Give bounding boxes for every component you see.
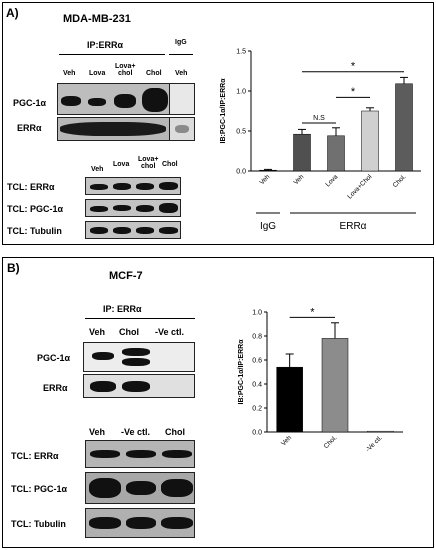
bar — [293, 133, 311, 172]
panel-a-label: A) — [6, 6, 19, 20]
y-tick-label: 1.0 — [236, 89, 246, 96]
bar — [361, 110, 379, 172]
tcl-erra-blot — [85, 177, 181, 195]
bar — [321, 338, 349, 433]
tcl-pgc1a-blot — [85, 472, 195, 504]
blot-row-label: PGC-1α — [13, 98, 47, 108]
ip-erra-blot — [57, 117, 171, 141]
y-tick-label: 0.6 — [252, 358, 262, 365]
y-tick-label: 0.2 — [252, 406, 262, 413]
tcl-tubulin-blot — [85, 221, 181, 239]
chart-b: 0.0 0.2 0.4 0.6 0.8 1.0 IB:PGC-1α/IP:ERRα Veh Ch… — [238, 307, 403, 453]
ip-underline — [59, 54, 165, 55]
ip-lane-label: Veh — [89, 327, 106, 337]
x-tick-label: Veh — [293, 173, 306, 186]
cell-line-label: MDA-MB-231 — [63, 13, 131, 25]
blot-row-label: PGC-1α — [37, 353, 71, 363]
ip-pgc1a-blot — [83, 342, 195, 372]
ip-lane-label: Chol — [119, 327, 139, 337]
x-tick-label: Veh — [259, 173, 272, 186]
tcl-pgc1a-blot — [85, 199, 181, 217]
ns-label: N.S — [313, 115, 325, 122]
y-tick-label: 1.5 — [236, 49, 246, 56]
x-tick-label: Chol. — [392, 173, 408, 189]
chart-a: 0.0 0.5 1.0 1.5 IB:PGC-1α/IP:ERRα Veh Veh Lova L… — [220, 49, 421, 232]
x-tick-label: Lova — [324, 173, 339, 188]
ip-lane-label: Veh — [175, 70, 188, 77]
tcl-lane-label: Veh — [89, 427, 106, 437]
tcl-row-label: TCL: ERRα — [7, 182, 55, 192]
igg-label: IgG — [175, 39, 187, 46]
tcl-row-label: TCL: ERRα — [11, 451, 59, 461]
ip-lane-label: -Ve ctl. — [155, 327, 185, 337]
tcl-erra-blot — [85, 440, 195, 468]
tcl-lane-label: Lova — [113, 161, 130, 168]
tcl-row-label: TCL: PGC-1α — [7, 204, 64, 214]
y-tick-label: 0.8 — [252, 334, 262, 341]
bar — [395, 83, 413, 172]
panel-a: A) MDA-MB-231 IP:ERRα IgG Veh Lova Lova+… — [2, 2, 434, 245]
tcl-row-label: TCL: Tubulin — [7, 226, 62, 236]
panel-b: B) MCF-7 IP: ERRα Veh Chol -Ve ctl. PGC-… — [2, 257, 434, 548]
x-tick-label: -Ve ctl. — [365, 434, 384, 453]
tcl-lane-label: Chol — [162, 161, 178, 168]
igg-erra-blot — [169, 117, 195, 141]
significance-star: * — [351, 60, 356, 72]
ip-pgc1a-blot — [57, 83, 171, 115]
ip-lane-label: Lova — [89, 70, 106, 77]
igg-underline — [169, 54, 193, 55]
tcl-row-label: TCL: PGC-1α — [11, 484, 68, 494]
igg-pgc1a-blot — [169, 83, 195, 115]
ip-lane-label: Lova+ chol — [115, 63, 136, 77]
ip-lane-label: Veh — [63, 70, 76, 77]
bar — [259, 169, 277, 172]
tcl-lane-label: Chol — [165, 427, 185, 437]
group-label: ERRα — [340, 221, 367, 232]
panel-b-label: B) — [7, 261, 20, 275]
ip-lane-label: Chol — [146, 70, 162, 77]
y-axis-label: IB:PGC-1α/IP:ERRα — [238, 339, 245, 405]
tcl-lane-label: Veh — [91, 166, 104, 173]
tcl-lane-label: Lova+ chol — [138, 156, 159, 170]
blot-row-label: ERRα — [17, 123, 42, 133]
blot-row-label: ERRα — [43, 383, 68, 393]
significance-star: * — [310, 307, 315, 319]
ip-label: IP:ERRα — [87, 40, 124, 50]
y-tick-label: 1.0 — [252, 310, 262, 317]
x-tick-label: Veh — [280, 434, 293, 447]
group-label: IgG — [260, 221, 276, 232]
y-axis-label: IB:PGC-1α/IP:ERRα — [220, 78, 227, 144]
tcl-row-label: TCL: Tubulin — [11, 519, 66, 529]
tcl-tubulin-blot — [85, 508, 195, 538]
y-tick-label: 0.0 — [252, 430, 262, 437]
tcl-lane-label: -Ve ctl. — [121, 427, 151, 437]
significance-star: * — [351, 86, 356, 98]
bar — [367, 430, 394, 433]
ip-underline — [85, 318, 195, 319]
x-tick-label: Lova+Chol — [346, 173, 373, 200]
y-tick-label: 0.4 — [252, 382, 262, 389]
y-tick-label: 0.5 — [236, 129, 246, 136]
x-tick-label: Chol. — [323, 434, 339, 450]
ip-label: IP: ERRα — [103, 304, 142, 314]
bar — [327, 135, 345, 172]
y-tick-label: 0.0 — [236, 169, 246, 176]
bar — [276, 366, 303, 433]
ip-erra-blot — [83, 374, 195, 398]
cell-line-label: MCF-7 — [109, 270, 143, 282]
